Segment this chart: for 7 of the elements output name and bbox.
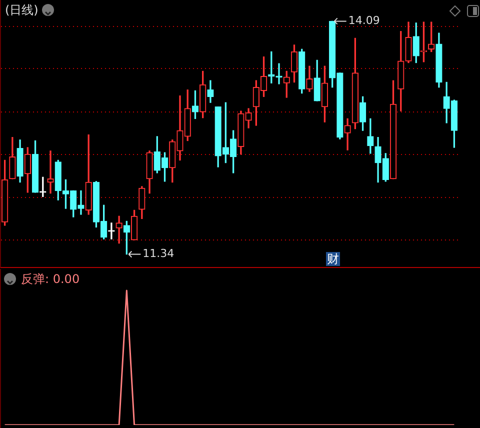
annotation: 14.09 <box>348 14 380 28</box>
annotation: 财 <box>326 252 340 266</box>
candlestick <box>47 150 54 194</box>
chart-title: (日线) <box>5 2 38 19</box>
chart-title: 反弹: 0.00 <box>21 271 80 288</box>
candlestick <box>116 216 122 244</box>
annotation: 11.34 <box>142 247 174 260</box>
